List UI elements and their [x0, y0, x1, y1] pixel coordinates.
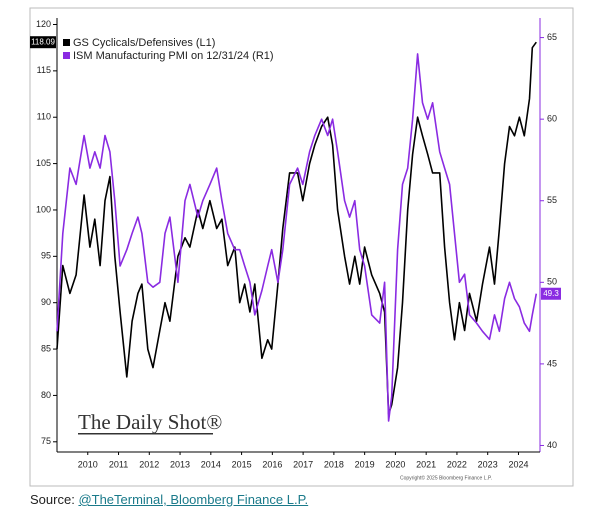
- x-tick-label: 2010: [78, 459, 98, 469]
- end-label: 118.09: [31, 37, 55, 46]
- y-tick-label: 100: [36, 204, 51, 214]
- y2-tick-label: 50: [547, 277, 557, 287]
- x-tick-label: 2015: [232, 459, 252, 469]
- y-tick-label: 120: [36, 19, 51, 29]
- series-line: [56, 41, 537, 415]
- x-tick-label: 2011: [109, 459, 128, 469]
- x-tick-label: 2020: [385, 459, 405, 469]
- x-tick-label: 2021: [416, 459, 436, 469]
- legend-label: GS Cyclicals/Defensives (L1): [73, 37, 215, 49]
- y-tick-label: 105: [36, 158, 51, 168]
- x-tick-label: 2022: [447, 459, 467, 469]
- source-link[interactable]: @TheTerminal, Bloomberg Finance L.P.: [78, 492, 309, 507]
- y-tick-label: 115: [37, 65, 51, 75]
- watermark-rule: [78, 433, 213, 435]
- legend-label: ISM Manufacturing PMI on 12/31/24 (R1): [73, 50, 274, 62]
- y-tick-label: 85: [41, 343, 51, 353]
- x-tick-label: 2014: [201, 459, 221, 469]
- chart: The Daily Shot® Copyright© 2025 Bloomber…: [29, 7, 574, 487]
- end-label: 49.3: [543, 289, 559, 298]
- x-tick-label: 2017: [293, 459, 313, 469]
- source-prefix: Source:: [30, 492, 75, 507]
- x-tick-label: 2016: [262, 459, 282, 469]
- x-tick-label: 2024: [508, 459, 528, 469]
- y2-tick-label: 40: [547, 440, 557, 450]
- end-label-box: [30, 36, 56, 49]
- y-tick-label: 90: [41, 297, 51, 307]
- x-tick-label: 2013: [170, 459, 190, 469]
- copyright: Copyright© 2025 Bloomberg Finance L.P.: [400, 474, 492, 481]
- x-tick-label: 2023: [478, 459, 498, 469]
- y2-tick-label: 65: [547, 32, 557, 42]
- y-tick-label: 110: [37, 112, 51, 122]
- y-tick-label: 75: [41, 436, 51, 446]
- legend-swatch: [63, 52, 70, 59]
- series-line: [56, 53, 538, 422]
- source: Source: @TheTerminal, Bloomberg Finance …: [30, 492, 308, 507]
- legend-swatch: [63, 39, 70, 46]
- y-tick-label: 95: [41, 251, 51, 261]
- chart-frame: [29, 7, 574, 487]
- x-tick-label: 2019: [355, 459, 375, 469]
- y2-tick-label: 60: [547, 114, 557, 124]
- y-tick-label: 80: [41, 390, 51, 400]
- watermark: The Daily Shot®: [78, 410, 222, 434]
- x-tick-label: 2018: [324, 459, 344, 469]
- y2-tick-label: 45: [547, 358, 557, 368]
- y2-tick-label: 55: [547, 195, 557, 205]
- x-tick-label: 2012: [139, 459, 159, 469]
- end-label-box: [541, 287, 561, 300]
